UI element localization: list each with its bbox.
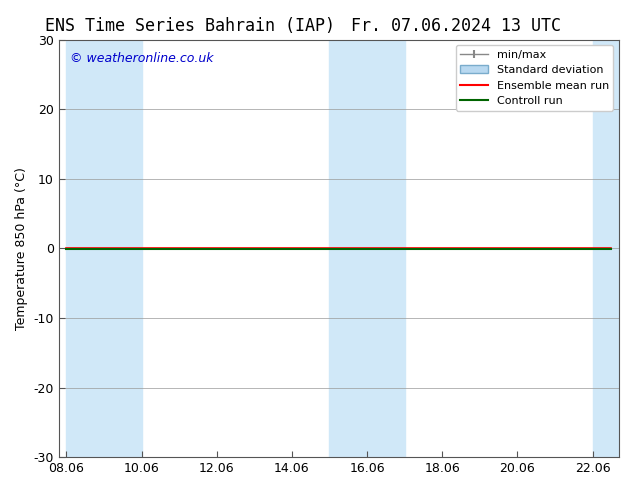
Bar (330, 40, 404, 457)
Legend: min/max, Standard deviation, Ensemble mean run, Controll run: min/max, Standard deviation, Ensemble me… (456, 45, 614, 111)
Y-axis label: Temperature 850 hPa (°C): Temperature 850 hPa (°C) (15, 167, 28, 330)
Text: ENS Time Series Bahrain (IAP): ENS Time Series Bahrain (IAP) (45, 17, 335, 35)
Bar (67, 40, 141, 457)
Bar (593, 40, 619, 457)
Text: © weatheronline.co.uk: © weatheronline.co.uk (70, 52, 214, 65)
Text: Fr. 07.06.2024 13 UTC: Fr. 07.06.2024 13 UTC (351, 17, 562, 35)
